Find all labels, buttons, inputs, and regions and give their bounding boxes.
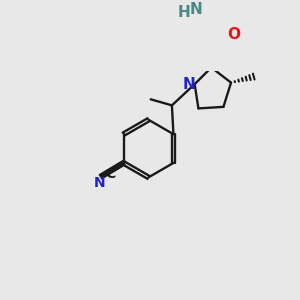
Text: N: N (94, 176, 105, 190)
Text: N: N (190, 2, 203, 17)
Text: N: N (183, 76, 196, 92)
Polygon shape (201, 38, 211, 68)
Text: C: C (105, 167, 115, 181)
Text: O: O (228, 27, 241, 42)
Text: H: H (178, 5, 190, 20)
